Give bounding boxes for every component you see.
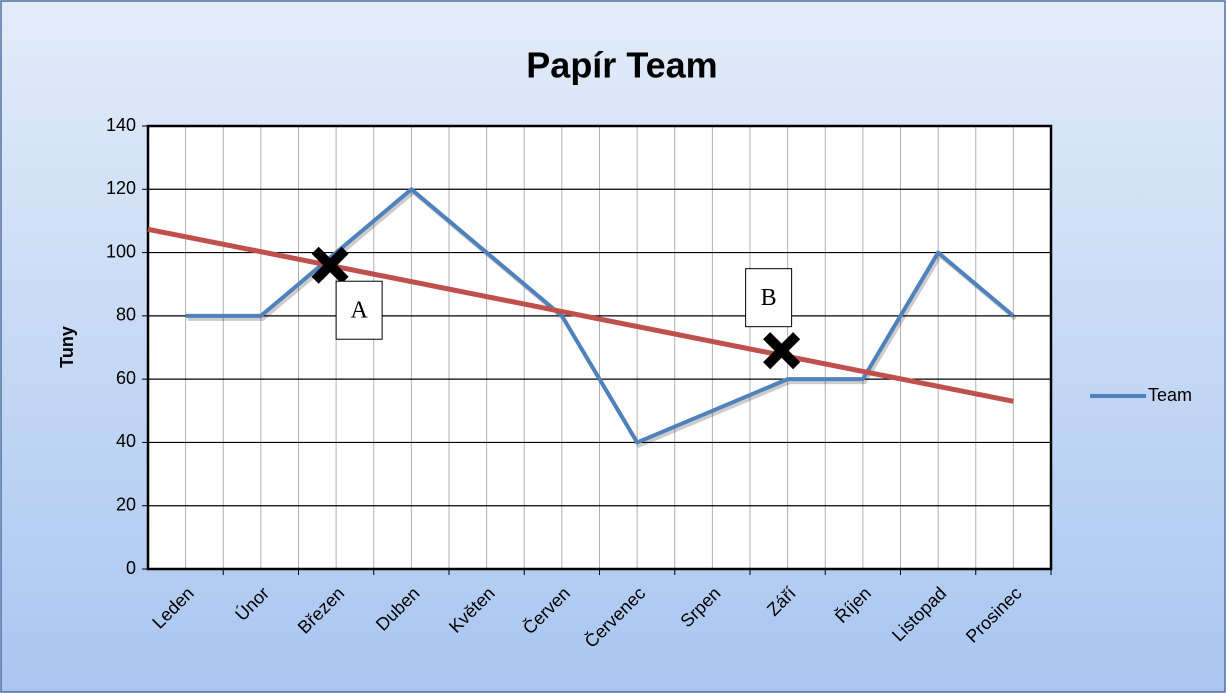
y-tick-label: 20 — [116, 494, 136, 514]
y-tick-label: 120 — [106, 178, 136, 198]
y-tick-label: 40 — [116, 431, 136, 451]
y-tick-label: 60 — [116, 368, 136, 388]
annotation-label: B — [761, 285, 777, 311]
y-axis-label: Tuny — [57, 326, 77, 368]
annotation-marker — [311, 246, 349, 284]
annotation-box — [335, 280, 383, 340]
annotation-box — [745, 268, 793, 328]
annotation-marker — [763, 332, 801, 370]
y-tick-label: 100 — [106, 241, 136, 261]
chart-title: Papír Team — [526, 45, 717, 86]
y-tick-label: 0 — [126, 558, 136, 578]
y-tick-label: 140 — [106, 115, 136, 135]
y-tick-label: 80 — [116, 305, 136, 325]
annotation-label: A — [350, 298, 368, 324]
trendline — [147, 226, 1014, 404]
legend-label: Team — [1148, 385, 1192, 405]
